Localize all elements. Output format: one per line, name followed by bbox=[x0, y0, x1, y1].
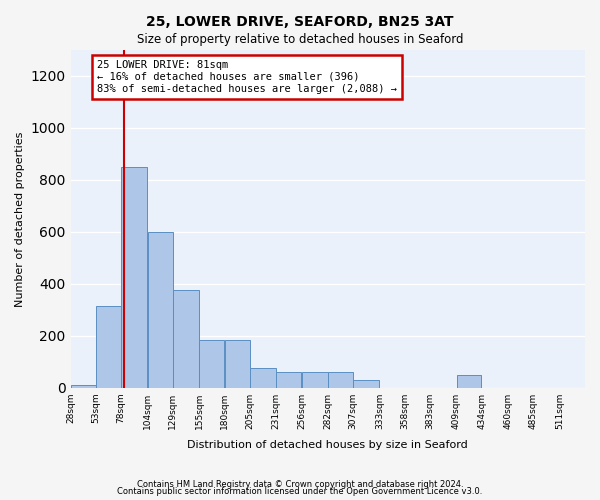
Bar bbox=[328, 372, 353, 388]
Bar bbox=[457, 374, 481, 388]
Text: Size of property relative to detached houses in Seaford: Size of property relative to detached ho… bbox=[137, 32, 463, 46]
Bar bbox=[353, 380, 379, 388]
Text: 25 LOWER DRIVE: 81sqm
← 16% of detached houses are smaller (396)
83% of semi-det: 25 LOWER DRIVE: 81sqm ← 16% of detached … bbox=[97, 60, 397, 94]
Bar bbox=[199, 340, 224, 388]
Text: Contains HM Land Registry data © Crown copyright and database right 2024.: Contains HM Land Registry data © Crown c… bbox=[137, 480, 463, 489]
Y-axis label: Number of detached properties: Number of detached properties bbox=[15, 131, 25, 306]
Bar bbox=[173, 290, 199, 388]
Bar bbox=[225, 340, 250, 388]
Bar bbox=[96, 306, 121, 388]
Text: 25, LOWER DRIVE, SEAFORD, BN25 3AT: 25, LOWER DRIVE, SEAFORD, BN25 3AT bbox=[146, 15, 454, 29]
Bar bbox=[277, 372, 301, 388]
Bar bbox=[71, 385, 95, 388]
Bar bbox=[148, 232, 173, 388]
Bar bbox=[302, 372, 328, 388]
Bar bbox=[121, 167, 147, 388]
Text: Contains public sector information licensed under the Open Government Licence v3: Contains public sector information licen… bbox=[118, 487, 482, 496]
Bar bbox=[250, 368, 276, 388]
X-axis label: Distribution of detached houses by size in Seaford: Distribution of detached houses by size … bbox=[187, 440, 468, 450]
